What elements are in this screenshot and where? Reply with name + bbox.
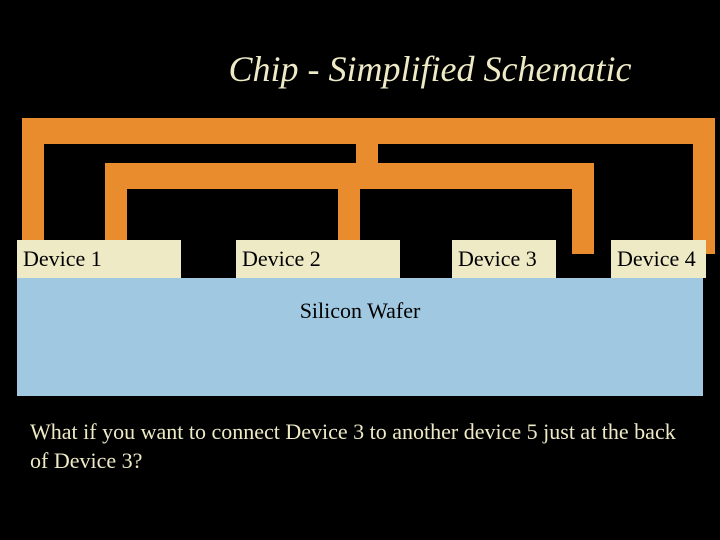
page-title: Chip - Simplified Schematic [0,48,720,90]
bus-top-drop-center [356,118,378,165]
silicon-wafer-block [17,278,703,396]
bus-top-drop-right [693,118,715,254]
silicon-wafer-label: Silicon Wafer [0,298,720,324]
device-4-block: Device 4 [611,240,706,278]
device-1-block: Device 1 [17,240,181,278]
question-text: What if you want to connect Device 3 to … [30,418,690,475]
bus-top-drop-left [22,118,44,254]
bus-mid-drop-right [572,163,594,254]
device-3-block: Device 3 [452,240,556,278]
device-2-block: Device 2 [236,240,400,278]
